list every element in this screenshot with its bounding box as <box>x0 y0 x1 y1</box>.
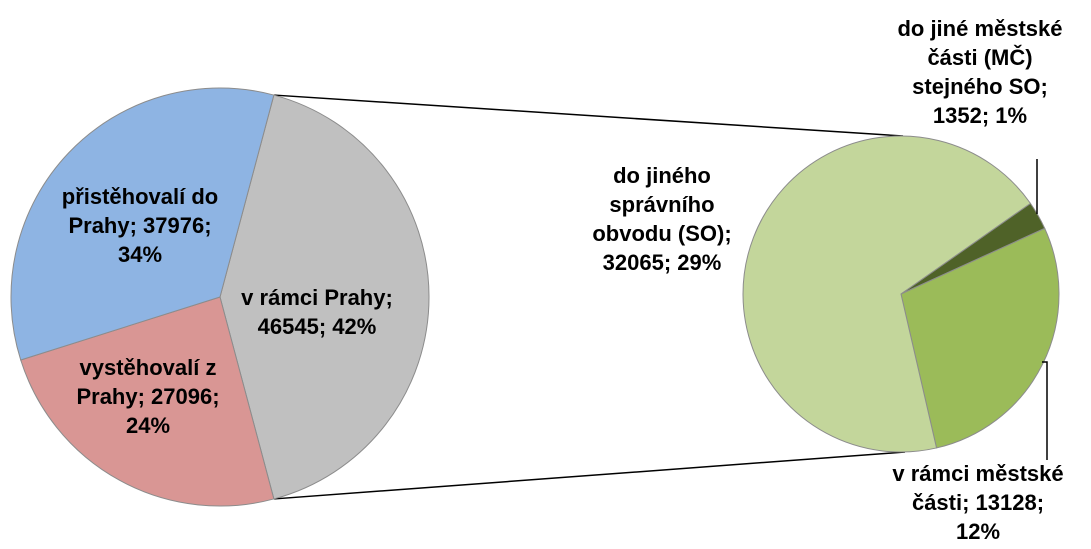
main-pie <box>10 87 430 507</box>
data-label-v-ramci-mc: v rámci městské části; 13128; 12% <box>892 461 1063 544</box>
connector-line-top <box>273 94 904 137</box>
pie-slice-vystehovali-z-prahy <box>20 296 275 507</box>
data-label-vystehovali: vystěhovalí z Prahy; 27096; 24% <box>76 355 219 438</box>
leader-lines <box>1036 159 1048 460</box>
pie-slice-v-ramci-prahy <box>219 94 430 500</box>
data-label-do-jineho-so: do jiného správního obvodu (SO); 32065; 29% <box>592 163 731 275</box>
data-label-do-jine-mc: do jiné městské části (MČ) stejného SO; 135… <box>897 16 1062 128</box>
breakdown-slice-v-ramci-mestske-casti <box>900 227 1060 449</box>
leader-line-v-ramci-mestske-casti <box>1042 361 1048 460</box>
data-label-v-ramci-prahy: v rámci Prahy; 46545; 42% <box>241 285 393 339</box>
pie-slice-pristehovali-do-prahy <box>10 87 275 361</box>
data-labels: přistěhovalí do Prahy; 37976; 34% v rámci P… <box>62 16 1064 544</box>
data-label-pristehovali: přistěhovalí do Prahy; 37976; 34% <box>62 184 218 267</box>
breakdown-slice-do-jineho-spravniho-obvodu-so <box>742 135 1032 453</box>
breakdown-pie <box>742 135 1060 453</box>
connector-line-bottom <box>273 451 906 500</box>
connector-lines <box>273 94 906 500</box>
